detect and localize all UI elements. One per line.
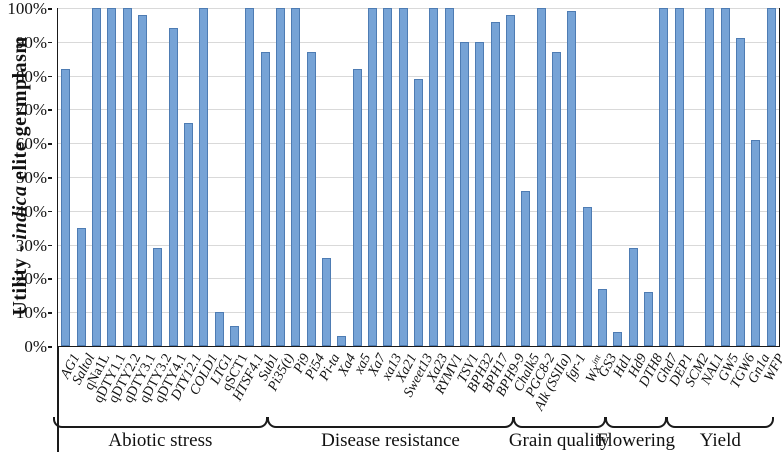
bar-Hd9: [628, 247, 638, 346]
gridline: [58, 41, 779, 43]
y-tick-label: 60%: [15, 134, 47, 154]
group-label: Grain quality: [508, 430, 610, 451]
bar-Sweet13: [414, 78, 423, 346]
bar-COLD1: [199, 8, 209, 346]
y-tick-label: 20%: [15, 269, 47, 289]
bar-Wx: [582, 207, 592, 346]
group-bracket: [512, 417, 606, 428]
group-bracket: [604, 417, 667, 428]
group-label: Flowering: [596, 430, 675, 451]
group-label: Yield: [699, 430, 741, 451]
bar-Sub1: [260, 51, 270, 346]
y-tick-label: 100%: [7, 0, 47, 18]
bar-Hd1: [613, 332, 623, 346]
x-axis-area: AG1 Saltol qNa1L qDTY1.1 qDTY2.2 qDTY3.1 qDTY3…: [52, 346, 782, 452]
bar-Pi9: [291, 8, 301, 346]
bar-AG1: [61, 68, 71, 346]
group-bracket: [267, 417, 514, 428]
bar-xa5: [352, 68, 362, 346]
bar-qNa1L: [91, 8, 101, 346]
bar-GW5: [720, 8, 730, 346]
bar-qDTY4.1: [168, 28, 178, 346]
y-tick-label: 70%: [15, 100, 47, 120]
y-tick-mark: [48, 210, 52, 213]
y-tick-mark: [48, 75, 52, 78]
y-tick-mark: [48, 8, 52, 10]
y-tick-mark: [48, 41, 52, 44]
bar-RYMV1: [444, 8, 454, 346]
bar-Pi35(t): [275, 8, 285, 346]
bar-Saltol: [76, 227, 86, 346]
bar-TGW6: [736, 38, 746, 346]
y-tick-mark: [48, 346, 52, 348]
y-axis-tick-labels: 0% 10% 20% 30% 40% 50% 60% 70% 80% 90% 100%: [0, 0, 52, 356]
plot-area: [57, 8, 780, 347]
group-bracket-stem: [57, 390, 59, 422]
y-tick-label: 30%: [15, 235, 47, 255]
group-label: Disease resistance: [321, 430, 460, 451]
bar-NAL1: [705, 8, 715, 346]
bar-Alk (SSIIa): [552, 51, 562, 346]
y-tick-mark: [48, 312, 52, 314]
bar-qDTY1.1: [107, 8, 117, 346]
bar-LTG1: [214, 312, 224, 346]
bar-xa13: [383, 8, 393, 346]
bar-qDTY3.1: [137, 14, 147, 346]
bar-qDTY2.2: [122, 8, 132, 346]
bar-qDTY3.2: [153, 247, 163, 346]
bar-TSV1: [460, 41, 470, 346]
bar-DTY12.1: [183, 122, 193, 346]
bar-Ghd7: [659, 8, 669, 346]
bar-PGC8-2: [536, 8, 546, 346]
y-tick-label: 90%: [15, 32, 47, 52]
y-tick-label: 0%: [24, 337, 47, 356]
bar-GS3: [598, 288, 608, 346]
gridline: [58, 75, 779, 77]
bar-BPH32: [475, 41, 485, 346]
bar-Pi54: [306, 51, 316, 346]
bar-HTSF4.1: [245, 8, 255, 346]
group-bracket: [666, 417, 775, 428]
y-tick-mark: [48, 244, 52, 247]
bar-Gn1a: [751, 139, 761, 346]
bar-fgr-1: [567, 11, 577, 346]
bar-Xa21: [398, 8, 408, 346]
bar-Chalk5: [521, 190, 531, 346]
bar-qSCT1: [229, 325, 239, 346]
y-tick-mark: [48, 278, 52, 280]
bar-Pi-ta: [321, 258, 331, 346]
y-tick-label: 10%: [15, 303, 47, 323]
y-tick-mark: [48, 177, 52, 179]
bar-Xa23: [429, 8, 439, 346]
y-tick-label: 80%: [15, 66, 47, 86]
bar-WFP: [766, 8, 776, 346]
bar-Xa4: [337, 335, 347, 346]
bar-BPH9-9: [506, 14, 516, 346]
bar-DEP1: [674, 8, 684, 346]
group-bracket: [52, 417, 269, 428]
bar-DTH8: [644, 291, 654, 346]
y-tick-mark: [48, 143, 52, 145]
bar-BPH17: [490, 21, 500, 346]
gridline: [58, 8, 779, 9]
group-bracket-stem: [57, 422, 59, 452]
y-tick-mark: [48, 109, 52, 111]
group-bracket-stem: [57, 346, 59, 390]
y-tick-label: 50%: [15, 168, 47, 187]
y-tick-label: 40%: [15, 201, 47, 221]
bar-Xa7: [367, 8, 377, 346]
group-label: Abiotic stress: [108, 430, 213, 451]
